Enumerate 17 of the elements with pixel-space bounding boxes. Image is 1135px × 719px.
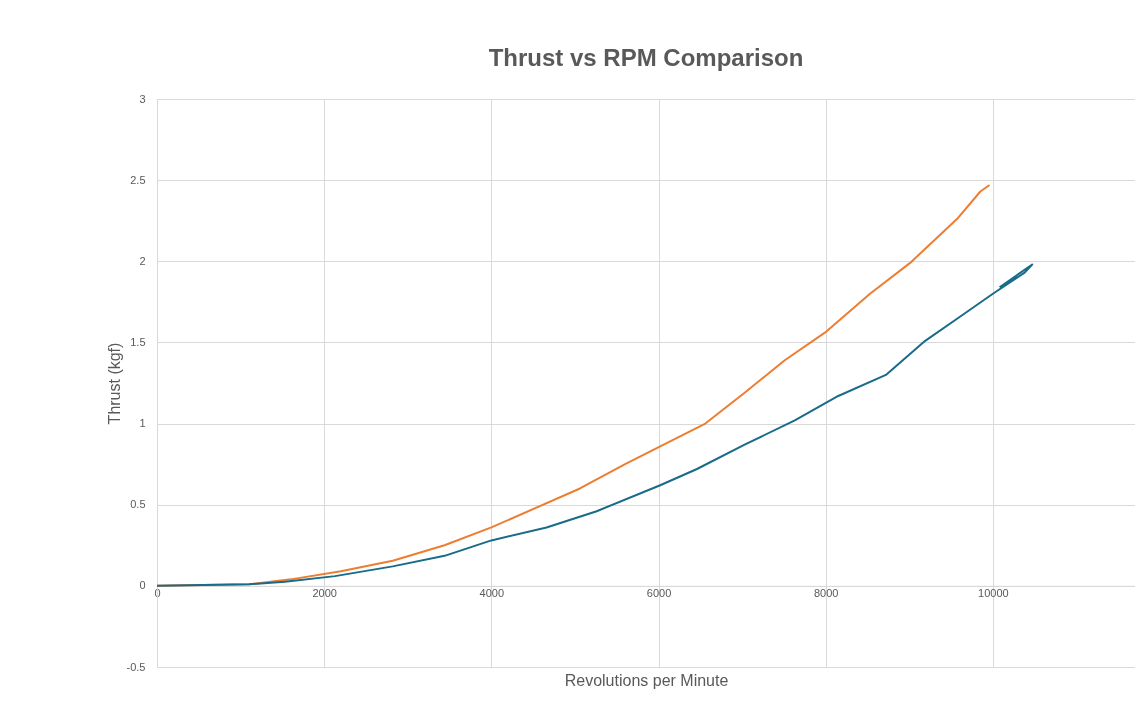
- x-tick-label: 8000: [813, 587, 839, 600]
- y-tick-label: 3: [139, 92, 146, 105]
- x-tick-label: 4000: [479, 587, 505, 600]
- y-axis-title: Thrust (kgf): [105, 342, 123, 425]
- y-tick-label: 1: [139, 417, 146, 430]
- chart-title: Thrust vs RPM Comparison: [488, 44, 804, 71]
- x-tick-label: 10000: [978, 587, 1009, 600]
- y-tick-label: 0.5: [130, 498, 146, 511]
- y-tick-label: 2.5: [130, 173, 146, 186]
- x-axis-title: Revolutions per Minute: [564, 671, 729, 689]
- x-tick-label: 2000: [312, 587, 337, 600]
- y-tick-label: 0: [139, 579, 146, 592]
- y-tick-label: 2: [139, 254, 146, 267]
- y-tick-label: -0.5: [126, 660, 146, 673]
- x-tick-label: 6000: [646, 587, 672, 600]
- line-series: [157, 263, 1034, 587]
- y-tick-label: 1.5: [130, 335, 146, 348]
